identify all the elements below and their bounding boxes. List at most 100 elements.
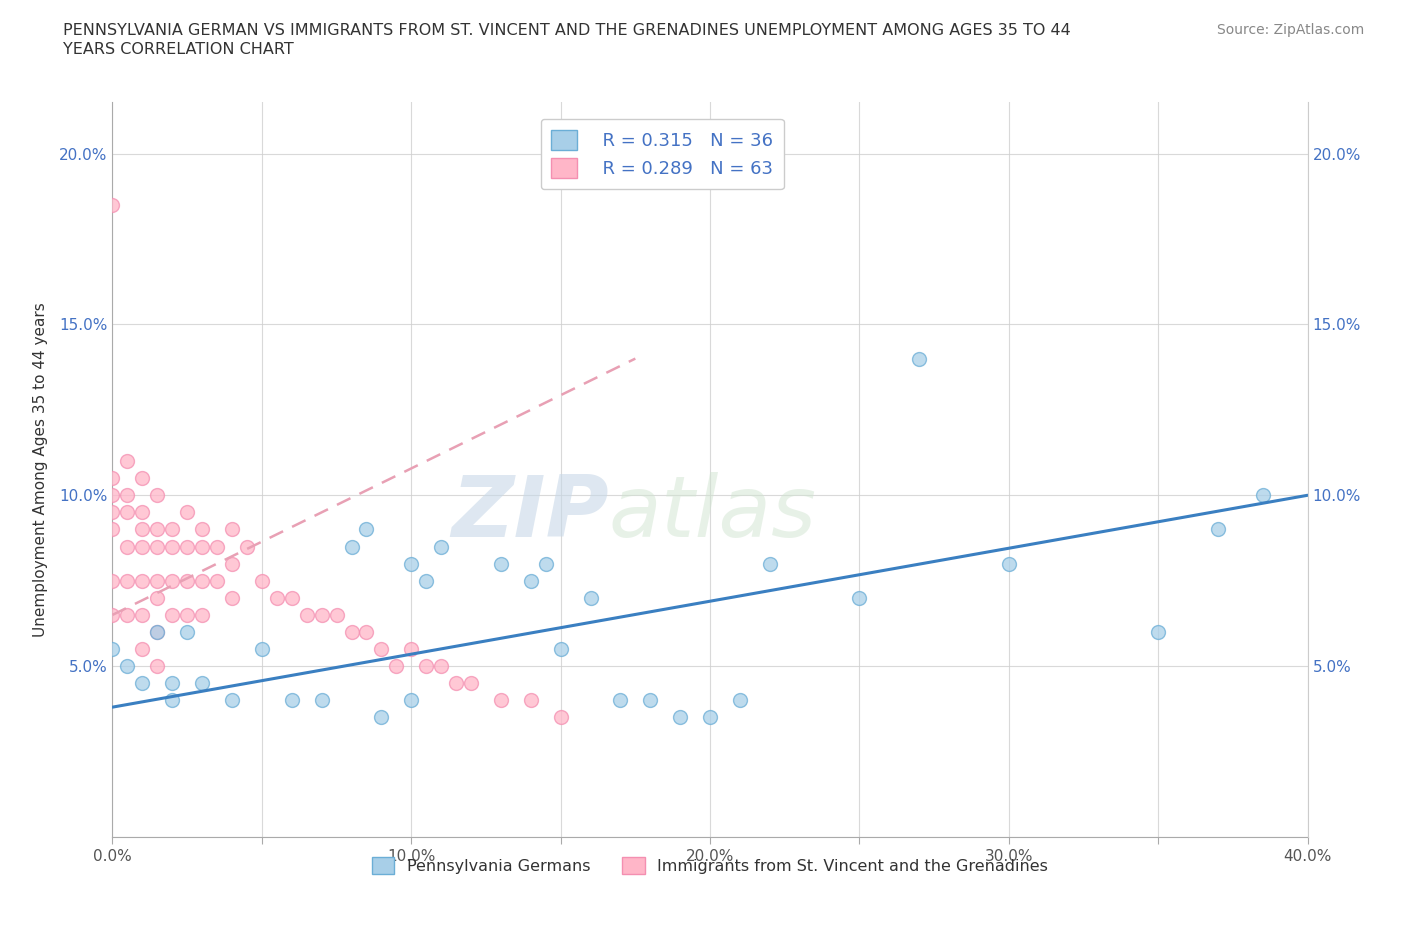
Y-axis label: Unemployment Among Ages 35 to 44 years: Unemployment Among Ages 35 to 44 years <box>34 302 48 637</box>
Point <box>311 607 333 622</box>
Point <box>117 505 139 520</box>
Point <box>848 591 870 605</box>
Point <box>415 658 437 673</box>
Point <box>117 539 139 554</box>
Point <box>401 556 423 571</box>
Text: ZIP: ZIP <box>451 472 609 555</box>
Point <box>205 573 228 588</box>
Point <box>281 591 304 605</box>
Point <box>101 607 124 622</box>
Point <box>534 556 557 571</box>
Point <box>117 658 139 673</box>
Point <box>1206 522 1229 537</box>
Point <box>250 573 273 588</box>
Point <box>162 522 183 537</box>
Point <box>370 642 392 657</box>
Point <box>370 710 392 724</box>
Point <box>401 642 423 657</box>
Point <box>550 642 572 657</box>
Point <box>1251 488 1274 503</box>
Point <box>401 693 423 708</box>
Point <box>131 471 153 485</box>
Point <box>669 710 692 724</box>
Text: atlas: atlas <box>609 472 817 555</box>
Point <box>131 505 153 520</box>
Point <box>699 710 721 724</box>
Point <box>176 625 198 640</box>
Legend: Pennsylvania Germans, Immigrants from St. Vincent and the Grenadines: Pennsylvania Germans, Immigrants from St… <box>366 851 1054 881</box>
Point <box>146 625 169 640</box>
Point <box>520 693 543 708</box>
Point <box>101 197 124 212</box>
Point <box>101 573 124 588</box>
Point <box>117 607 139 622</box>
Point <box>162 573 183 588</box>
Point <box>385 658 408 673</box>
Point <box>101 522 124 537</box>
Point <box>162 693 183 708</box>
Point <box>191 539 214 554</box>
Point <box>356 625 378 640</box>
Point <box>146 488 169 503</box>
Point <box>325 607 347 622</box>
Point <box>205 539 228 554</box>
Point <box>356 522 378 537</box>
Point <box>311 693 333 708</box>
Point <box>640 693 662 708</box>
Point <box>295 607 318 622</box>
Point <box>998 556 1021 571</box>
Point <box>117 454 139 469</box>
Point <box>176 505 198 520</box>
Point <box>520 573 543 588</box>
Point <box>101 642 124 657</box>
Point <box>460 676 482 691</box>
Point <box>728 693 751 708</box>
Point <box>908 352 931 366</box>
Point <box>131 676 153 691</box>
Text: PENNSYLVANIA GERMAN VS IMMIGRANTS FROM ST. VINCENT AND THE GRENADINES UNEMPLOYME: PENNSYLVANIA GERMAN VS IMMIGRANTS FROM S… <box>63 23 1071 38</box>
Point <box>759 556 782 571</box>
Point <box>236 539 259 554</box>
Point <box>221 556 243 571</box>
Point <box>101 488 124 503</box>
Point <box>191 607 214 622</box>
Point <box>609 693 631 708</box>
Point <box>176 539 198 554</box>
Point <box>550 710 572 724</box>
Point <box>430 658 453 673</box>
Point <box>191 676 214 691</box>
Point <box>340 539 363 554</box>
Point <box>489 693 512 708</box>
Point <box>221 522 243 537</box>
Text: Source: ZipAtlas.com: Source: ZipAtlas.com <box>1216 23 1364 37</box>
Text: YEARS CORRELATION CHART: YEARS CORRELATION CHART <box>63 42 294 57</box>
Point <box>489 556 512 571</box>
Point <box>176 573 198 588</box>
Point <box>266 591 288 605</box>
Point <box>146 539 169 554</box>
Point <box>1147 625 1170 640</box>
Point <box>162 539 183 554</box>
Point <box>176 607 198 622</box>
Point <box>340 625 363 640</box>
Point <box>430 539 453 554</box>
Point <box>191 522 214 537</box>
Point <box>146 658 169 673</box>
Point <box>131 573 153 588</box>
Point <box>444 676 467 691</box>
Point <box>221 693 243 708</box>
Point <box>117 573 139 588</box>
Point <box>579 591 602 605</box>
Point <box>146 522 169 537</box>
Point <box>250 642 273 657</box>
Point <box>131 539 153 554</box>
Point <box>146 625 169 640</box>
Point <box>146 591 169 605</box>
Point <box>131 642 153 657</box>
Point <box>162 676 183 691</box>
Point <box>281 693 304 708</box>
Point <box>415 573 437 588</box>
Point <box>101 505 124 520</box>
Point <box>117 488 139 503</box>
Point <box>101 471 124 485</box>
